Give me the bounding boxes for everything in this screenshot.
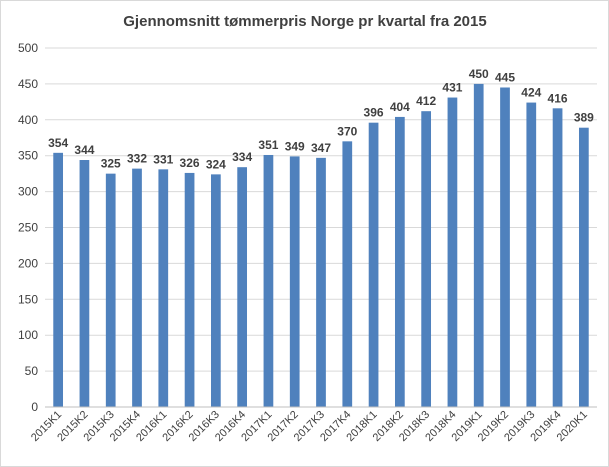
bar	[473, 83, 484, 408]
bar	[368, 122, 379, 407]
y-tick-label: 200	[18, 256, 38, 270]
y-tick-label: 50	[25, 364, 39, 378]
y-tick-label: 500	[18, 41, 38, 55]
data-label: 351	[258, 138, 278, 152]
y-tick-label: 250	[18, 221, 38, 235]
data-label: 325	[101, 157, 121, 171]
bar	[578, 127, 589, 407]
y-tick-label: 350	[18, 149, 38, 163]
data-label: 334	[232, 150, 252, 164]
y-tick-label: 450	[18, 77, 38, 91]
chart-title: Gjennomsnitt tømmerpris Norge pr kvartal…	[123, 13, 486, 30]
bar	[53, 152, 64, 407]
bar	[342, 141, 353, 407]
bar	[552, 108, 563, 407]
y-tick-label: 150	[18, 292, 38, 306]
data-label: 424	[521, 86, 541, 100]
y-tick-label: 100	[18, 328, 38, 342]
bar	[394, 116, 405, 407]
x-axis-ticks: 2015K12015K22015K32015K42016K12016K22016…	[29, 409, 590, 444]
bar	[132, 168, 142, 407]
bar	[500, 87, 510, 408]
data-label: 354	[48, 136, 68, 150]
y-tick-label: 0	[31, 400, 38, 414]
data-label: 445	[495, 70, 515, 84]
bar	[105, 173, 116, 407]
data-label: 450	[469, 67, 489, 81]
data-labels: 354 344 325 332 331 326 324 334 351 349 347 370 396 4…	[48, 67, 594, 171]
data-label: 332	[127, 152, 147, 166]
data-label: 412	[416, 94, 436, 108]
data-label: 396	[364, 106, 384, 120]
bar	[421, 111, 432, 408]
data-label: 404	[390, 100, 410, 114]
data-label: 370	[337, 124, 357, 138]
data-label: 347	[311, 141, 331, 155]
bars	[53, 83, 589, 408]
data-label: 331	[153, 152, 173, 166]
bar	[237, 167, 248, 407]
bar	[184, 172, 195, 407]
data-label: 324	[206, 157, 226, 171]
data-label: 389	[574, 111, 594, 125]
bar	[263, 154, 274, 407]
data-label: 326	[180, 156, 200, 170]
y-tick-label: 400	[18, 113, 38, 127]
bar	[289, 156, 300, 407]
bar	[210, 174, 221, 407]
bar	[158, 169, 169, 407]
bar	[79, 160, 90, 407]
data-label: 431	[442, 81, 462, 95]
data-label: 349	[285, 139, 305, 153]
y-tick-label: 300	[18, 185, 38, 199]
data-label: 416	[548, 91, 568, 105]
bar	[447, 97, 458, 408]
y-axis-ticks: 0 50 100 150 200 250 300 350 400 450 500	[18, 41, 38, 414]
data-label: 344	[74, 143, 94, 157]
bar	[316, 157, 326, 407]
bar	[526, 102, 537, 408]
